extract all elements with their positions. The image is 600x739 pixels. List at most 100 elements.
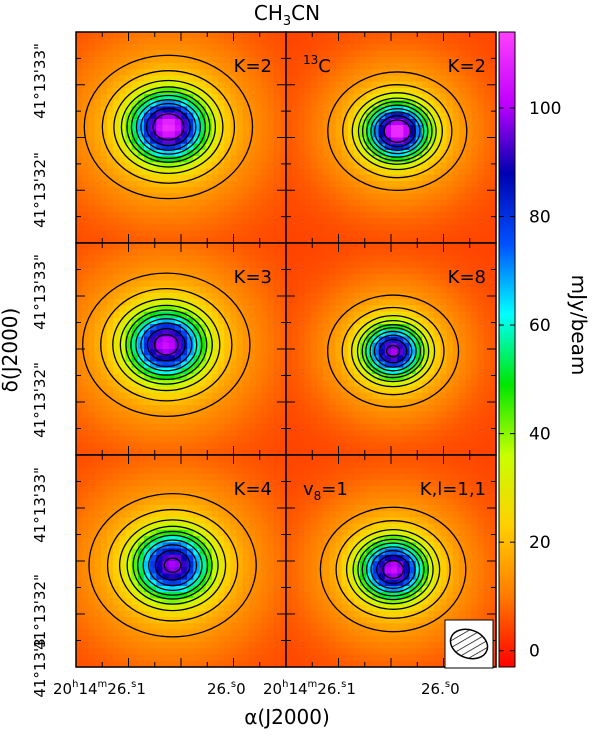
heatmap-cell — [261, 63, 269, 70]
heatmap-cell — [452, 100, 460, 108]
heatmap-cell — [316, 330, 324, 338]
heatmap-cell — [323, 430, 330, 437]
heatmap-cell — [341, 305, 349, 313]
heatmap-cell — [261, 373, 269, 381]
heatmap-cell — [452, 143, 460, 151]
contour — [326, 294, 460, 408]
heatmap-cell — [366, 44, 374, 52]
heatmap-cell — [483, 330, 491, 338]
heatmap-cell — [236, 299, 244, 306]
heatmap-cell — [119, 417, 127, 425]
heatmap-cell — [489, 230, 497, 238]
heatmap-cell — [403, 274, 411, 282]
heatmap-cell — [452, 367, 460, 375]
heatmap-cell — [471, 417, 479, 425]
heatmap-cell — [409, 417, 417, 425]
heatmap-cell — [248, 211, 256, 219]
heatmap-cell — [100, 461, 108, 469]
heatmap-cell — [489, 417, 497, 425]
heatmap-cell — [137, 63, 145, 70]
heatmap-cell — [421, 230, 429, 238]
heatmap-cell — [477, 274, 485, 282]
heatmap-cell — [372, 32, 380, 39]
heatmap-cell — [119, 349, 127, 356]
heatmap-cell — [458, 243, 466, 250]
contour — [135, 318, 198, 372]
heatmap-cell — [236, 455, 244, 462]
heatmap-cell — [298, 267, 306, 275]
heatmap-cell — [162, 137, 170, 145]
heatmap-cell — [94, 81, 102, 89]
heatmap-cell — [366, 205, 374, 213]
heatmap-cell — [415, 156, 423, 163]
heatmap-cell — [150, 131, 157, 139]
heatmap-cell — [181, 75, 188, 83]
heatmap-cell — [483, 56, 491, 64]
heatmap-cell — [489, 56, 497, 64]
heatmap-cell — [316, 63, 324, 70]
heatmap-cell — [261, 193, 269, 201]
heatmap-cell — [76, 236, 83, 244]
heatmap-cell — [329, 311, 337, 319]
heatmap-cell — [477, 311, 485, 319]
heatmap-cell — [150, 467, 157, 475]
heatmap-cell — [397, 423, 404, 431]
heatmap-cell — [286, 373, 293, 381]
heatmap-cell — [248, 63, 256, 70]
heatmap-cell — [316, 112, 324, 120]
heatmap-cell — [76, 87, 83, 95]
heatmap-cell — [248, 286, 256, 294]
heatmap-cell — [452, 125, 460, 132]
heatmap-cell — [397, 125, 404, 132]
heatmap-cell — [125, 131, 133, 139]
heatmap-cell — [94, 243, 102, 250]
heatmap-cell — [415, 342, 423, 350]
heatmap-cell — [378, 211, 386, 219]
heatmap-cell — [329, 211, 337, 219]
heatmap-cell — [372, 311, 380, 319]
heatmap-cell — [230, 423, 238, 431]
heatmap-cell — [452, 267, 460, 275]
heatmap-cell — [168, 162, 176, 170]
heatmap-cell — [156, 330, 164, 338]
heatmap-cell — [255, 187, 262, 194]
heatmap-cell — [372, 324, 380, 331]
heatmap-cell — [440, 168, 448, 176]
heatmap-cell — [458, 386, 466, 394]
heatmap-cell — [248, 461, 256, 469]
heatmap-cell — [193, 56, 201, 64]
heatmap-cell — [88, 230, 96, 238]
heatmap-cell — [211, 56, 219, 64]
heatmap-cell — [174, 280, 182, 288]
heatmap-cell — [106, 330, 114, 338]
heatmap-cell — [119, 32, 127, 39]
heatmap-cell — [199, 380, 207, 388]
heatmap-cell — [261, 299, 269, 306]
heatmap-cell — [415, 187, 423, 194]
heatmap-cell — [248, 380, 256, 388]
heatmap-cell — [174, 467, 182, 475]
heatmap-cell — [187, 131, 194, 139]
heatmap-cell — [205, 180, 213, 188]
heatmap-cell — [323, 361, 330, 369]
heatmap-cell — [82, 486, 89, 494]
heatmap-cell — [211, 417, 219, 425]
heatmap-cell — [384, 417, 392, 425]
heatmap-cell — [273, 75, 281, 83]
heatmap-cell — [397, 87, 404, 95]
heatmap-cell — [335, 274, 343, 282]
heatmap-cell — [113, 361, 120, 369]
heatmap-cell — [341, 436, 349, 444]
heatmap-cell — [94, 386, 102, 394]
heatmap-cell — [187, 467, 194, 475]
heatmap-cell — [477, 162, 485, 170]
heatmap-cell — [211, 392, 219, 400]
heatmap-cell — [384, 236, 392, 244]
heatmap-cell — [94, 467, 102, 475]
heatmap-cell — [421, 398, 429, 406]
heatmap-cell — [372, 63, 380, 70]
heatmap-cell — [353, 442, 361, 450]
heatmap-cell — [199, 398, 207, 406]
heatmap-cell — [403, 286, 411, 294]
heatmap-cell — [310, 180, 318, 188]
